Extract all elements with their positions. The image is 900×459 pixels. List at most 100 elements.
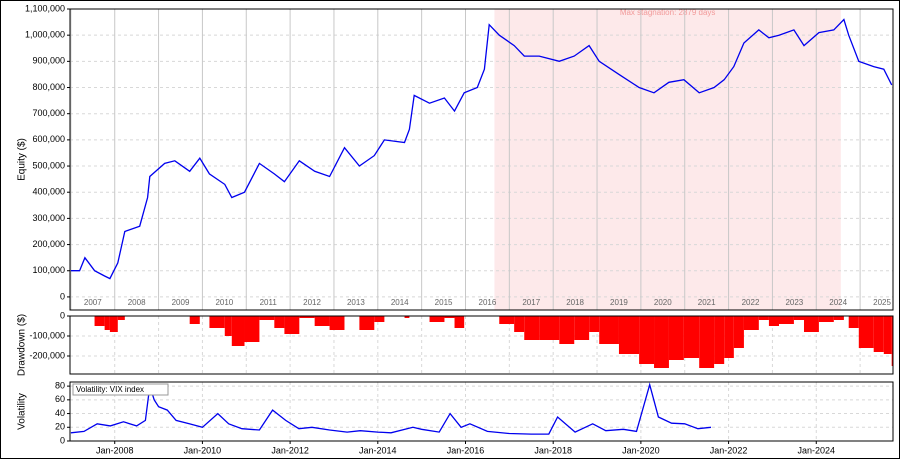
bar — [599, 316, 619, 344]
y-tick-label: 20 — [55, 422, 65, 432]
x-tick-label: Jan-2018 — [534, 445, 572, 455]
bar — [768, 316, 779, 326]
legend-box — [72, 383, 169, 396]
plot-area — [70, 382, 893, 441]
bar — [724, 316, 734, 358]
y-tick-label: 800,000 — [32, 82, 65, 92]
bar — [359, 316, 375, 330]
bar — [284, 316, 300, 334]
bar — [514, 316, 525, 332]
bar — [404, 316, 410, 318]
y-axis-title: Volatility — [17, 393, 28, 430]
year-label: 2011 — [260, 298, 278, 307]
year-label: 2020 — [654, 298, 672, 307]
year-label: 2012 — [303, 298, 321, 307]
y-tick-label: 600,000 — [32, 134, 65, 144]
year-label: 2009 — [172, 298, 190, 307]
year-label: 2021 — [698, 298, 716, 307]
bar — [259, 316, 275, 320]
legend: Volatility: VIX index — [72, 383, 169, 396]
bar — [499, 316, 515, 324]
bar — [444, 316, 455, 318]
y-tick-label: 0 — [60, 310, 65, 320]
year-label: 2014 — [391, 298, 409, 307]
plot-frame — [69, 315, 894, 375]
line — [70, 18, 893, 280]
plot-frame — [69, 8, 894, 311]
bar — [858, 316, 874, 348]
bar — [778, 316, 794, 324]
year-label: 2007 — [84, 298, 102, 307]
bar — [274, 316, 285, 328]
bar — [733, 316, 744, 348]
year-label: 2022 — [742, 298, 760, 307]
y-tick-label: 700,000 — [32, 108, 65, 118]
x-tick-label: Jan-2008 — [96, 445, 134, 455]
bar — [189, 316, 200, 324]
bar — [639, 316, 655, 364]
x-tick-label: Jan-2022 — [710, 445, 748, 455]
bar — [314, 316, 330, 326]
region-label: Max stagnation: 2879 days — [620, 8, 716, 17]
line — [70, 382, 712, 435]
bar — [454, 316, 465, 328]
y-tick-label: 80 — [55, 380, 65, 390]
bar — [109, 316, 118, 332]
year-label: 2010 — [215, 298, 233, 307]
x-tick-label: Jan-2010 — [184, 445, 222, 455]
bar — [429, 316, 445, 322]
bar — [117, 316, 125, 320]
y-tick-label: 900,000 — [32, 56, 65, 66]
bar — [539, 316, 560, 340]
year-label: 2016 — [479, 298, 497, 307]
y-tick-label: 0 — [60, 435, 65, 445]
x-tick-label: Jan-2024 — [798, 445, 836, 455]
bar — [818, 316, 834, 322]
bar — [793, 316, 804, 320]
bar — [224, 316, 232, 336]
legend-label: Volatility: VIX index — [76, 385, 144, 394]
bar — [231, 316, 245, 346]
plot-frame — [69, 381, 894, 442]
y-tick-label: 40 — [55, 408, 65, 418]
year-label: 2015 — [435, 298, 453, 307]
y-tick-label: 1,100,000 — [25, 3, 65, 13]
year-label: 2013 — [347, 298, 365, 307]
y-tick-label: 60 — [55, 394, 65, 404]
shaded-region — [494, 9, 841, 310]
year-label: 2024 — [829, 298, 847, 307]
year-label: 2025 — [873, 298, 891, 307]
y-tick-label: 0 — [60, 291, 65, 301]
bar — [668, 316, 684, 360]
bar — [803, 316, 819, 332]
year-label: 2019 — [610, 298, 628, 307]
x-tick-label: Jan-2012 — [271, 445, 309, 455]
y-tick-label: 200,000 — [32, 239, 65, 249]
y-axis-title: Drawdown ($) — [17, 314, 28, 376]
bar — [244, 316, 260, 342]
bar — [618, 316, 640, 354]
y-tick-label: -200,000 — [29, 350, 65, 360]
year-label: 2017 — [522, 298, 540, 307]
bar — [848, 316, 859, 328]
year-label: 2023 — [785, 298, 803, 307]
y-axis-title: Equity ($) — [17, 138, 28, 181]
x-tick-label: Jan-2016 — [447, 445, 485, 455]
bar — [699, 316, 715, 368]
bar — [873, 316, 884, 352]
y-tick-label: 1,000,000 — [25, 30, 65, 40]
y-tick-label: 500,000 — [32, 160, 65, 170]
bar — [104, 316, 110, 330]
bar — [589, 316, 600, 332]
y-tick-label: -100,000 — [29, 330, 65, 340]
year-label: 2018 — [566, 298, 584, 307]
bar — [574, 316, 590, 340]
bar — [329, 316, 345, 330]
bar — [714, 316, 725, 364]
bar — [524, 316, 540, 340]
y-tick-label: 400,000 — [32, 187, 65, 197]
y-tick-label: 300,000 — [32, 213, 65, 223]
bar — [833, 316, 844, 320]
bar — [758, 316, 769, 320]
